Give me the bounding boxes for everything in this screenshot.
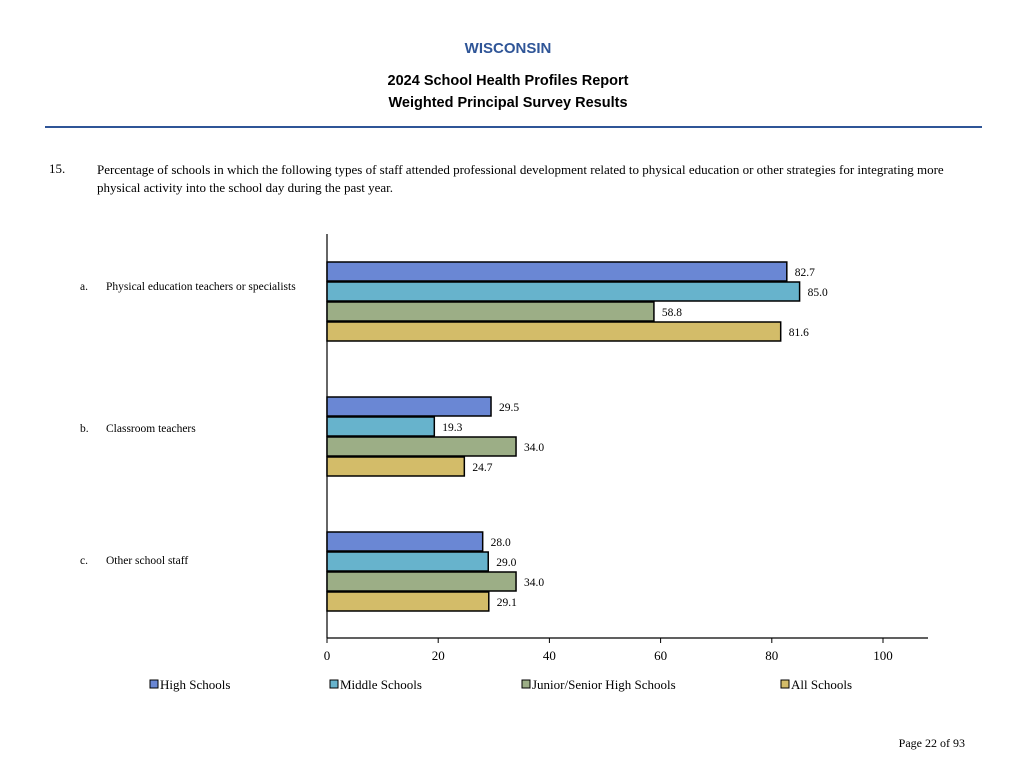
category-letter: c. — [80, 555, 88, 567]
bar — [326, 281, 801, 302]
data-label: 29.5 — [499, 402, 519, 414]
data-label: 34.0 — [524, 442, 544, 454]
legend-label: All Schools — [791, 677, 852, 692]
bar — [326, 456, 466, 477]
x-tick-label: 40 — [543, 648, 556, 663]
data-label: 29.0 — [496, 557, 516, 569]
legend-swatch — [521, 679, 531, 689]
bar — [326, 531, 484, 552]
legend-label: Middle Schools — [340, 677, 422, 692]
data-label: 81.6 — [789, 327, 809, 339]
x-tick-label: 100 — [873, 648, 893, 663]
report-title: 2024 School Health Profiles Report Weigh… — [0, 70, 1016, 114]
data-label: 58.8 — [662, 307, 682, 319]
bar — [326, 551, 489, 572]
x-tick-label: 0 — [324, 648, 331, 663]
x-tick-label: 60 — [654, 648, 667, 663]
bar — [326, 261, 788, 282]
header-divider — [45, 126, 982, 128]
legend-label: High Schools — [160, 677, 230, 692]
state-name: WISCONSIN — [464, 40, 552, 57]
bar — [326, 301, 655, 322]
page-number: Page 22 of 93 — [898, 736, 965, 750]
data-label: 19.3 — [442, 422, 462, 434]
bar — [326, 571, 517, 592]
category-letter: a. — [80, 281, 88, 293]
data-label: 82.7 — [795, 267, 815, 279]
data-label: 24.7 — [472, 462, 492, 474]
data-label: 34.0 — [524, 577, 544, 589]
report-title-line1: 2024 School Health Profiles Report — [387, 73, 629, 89]
bar — [326, 321, 782, 342]
bar — [326, 416, 436, 437]
legend-swatch — [780, 679, 790, 689]
bar — [326, 436, 517, 457]
legend-swatch — [149, 679, 159, 689]
category-label: Physical education teachers or specialis… — [106, 281, 296, 293]
legend-swatch — [329, 679, 339, 689]
data-label: 28.0 — [491, 537, 511, 549]
category-label: Classroom teachers — [106, 423, 196, 435]
data-label: 85.0 — [808, 287, 828, 299]
x-tick-label: 20 — [432, 648, 445, 663]
x-tick-label: 80 — [765, 648, 778, 663]
bar — [326, 591, 490, 612]
bar — [326, 396, 492, 417]
category-letter: b. — [80, 423, 89, 435]
question-number: 15. — [49, 161, 66, 176]
legend-label: Junior/Senior High Schools — [532, 677, 676, 692]
category-label: Other school staff — [106, 555, 188, 567]
data-label: 29.1 — [497, 597, 517, 609]
report-title-line2: Weighted Principal Survey Results — [388, 95, 628, 111]
question-text: Percentage of schools in which the follo… — [97, 162, 944, 195]
